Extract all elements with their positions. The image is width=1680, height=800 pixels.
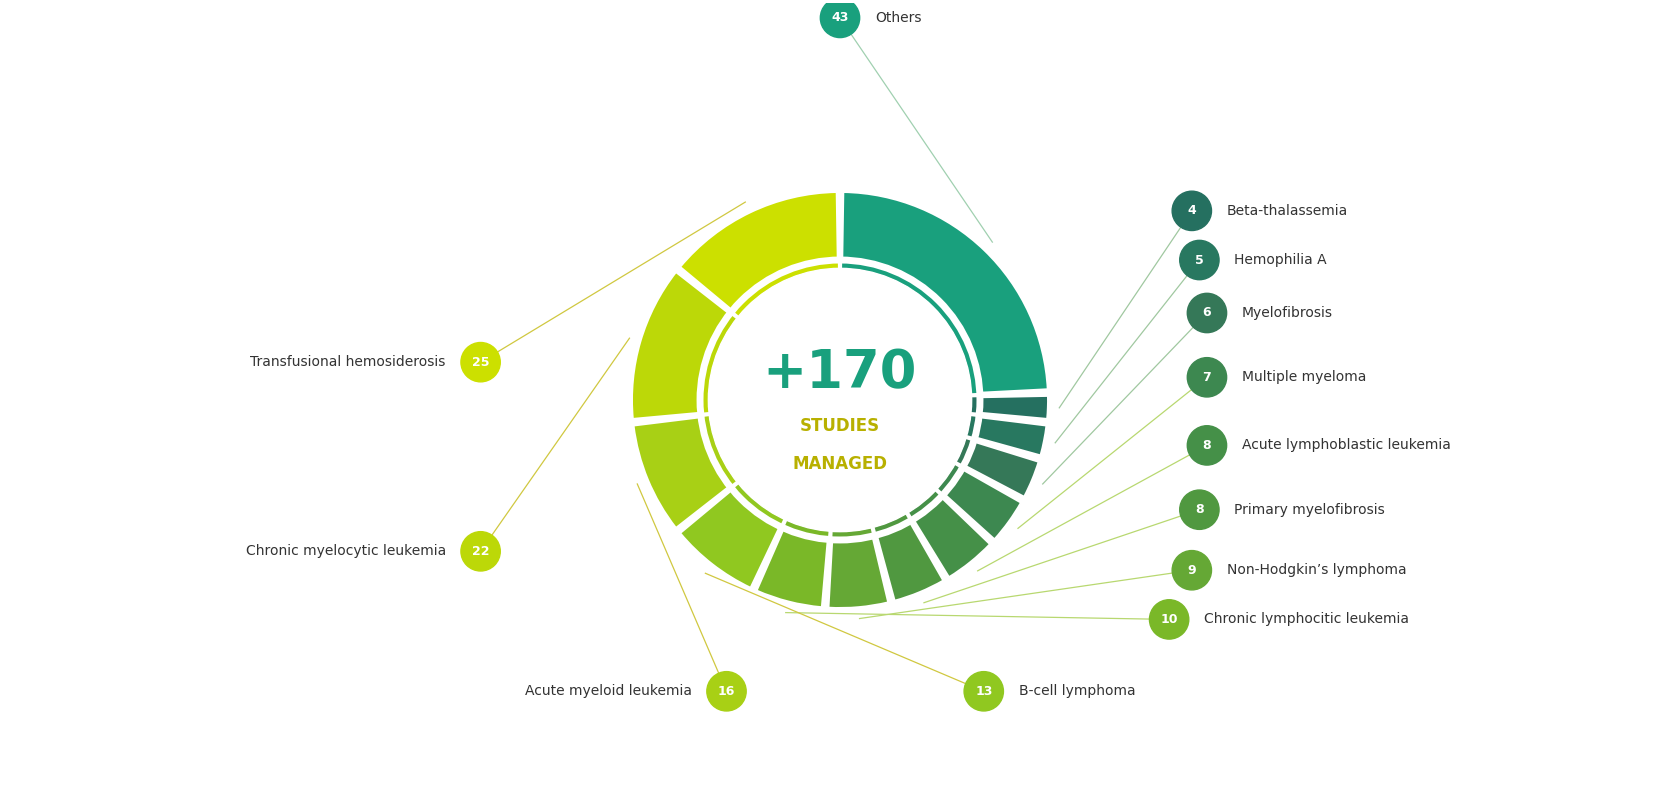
Text: Multiple myeloma: Multiple myeloma [1242, 370, 1366, 384]
Wedge shape [974, 417, 1047, 455]
Circle shape [709, 268, 971, 532]
Circle shape [460, 342, 501, 382]
Wedge shape [968, 416, 979, 438]
Text: Acute lymphoblastic leukemia: Acute lymphoblastic leukemia [1242, 438, 1450, 452]
Text: +170: +170 [763, 347, 917, 399]
Wedge shape [785, 521, 828, 539]
Circle shape [964, 672, 1003, 711]
Circle shape [1149, 600, 1189, 639]
Text: 22: 22 [472, 545, 489, 558]
Wedge shape [842, 260, 979, 394]
Wedge shape [633, 417, 729, 528]
Wedge shape [701, 416, 736, 486]
Circle shape [1179, 490, 1220, 530]
Wedge shape [680, 490, 780, 588]
Wedge shape [964, 442, 1038, 497]
Wedge shape [832, 528, 872, 540]
Wedge shape [842, 192, 1048, 393]
Text: Hemophilia A: Hemophilia A [1235, 253, 1327, 267]
Circle shape [820, 0, 860, 38]
Circle shape [1188, 426, 1226, 465]
Text: Primary myelofibrosis: Primary myelofibrosis [1235, 502, 1384, 517]
Text: 16: 16 [717, 685, 736, 698]
Text: 5: 5 [1194, 254, 1205, 266]
Text: Beta-thalassemia: Beta-thalassemia [1226, 204, 1347, 218]
Wedge shape [632, 272, 729, 419]
Text: Transfusional hemosiderosis: Transfusional hemosiderosis [250, 355, 445, 369]
Text: Chronic lymphocitic leukemia: Chronic lymphocitic leukemia [1205, 613, 1410, 626]
Circle shape [1173, 191, 1211, 230]
Text: 8: 8 [1194, 503, 1203, 516]
Text: 7: 7 [1203, 371, 1211, 384]
Wedge shape [756, 528, 828, 607]
Text: B-cell lymphoma: B-cell lymphoma [1018, 684, 1136, 698]
Wedge shape [828, 536, 889, 608]
Text: 8: 8 [1203, 439, 1211, 452]
Text: Others: Others [875, 11, 921, 25]
Text: 6: 6 [1203, 306, 1211, 319]
Wedge shape [877, 522, 944, 601]
Wedge shape [680, 192, 838, 310]
Wedge shape [732, 260, 838, 316]
Wedge shape [944, 469, 1021, 539]
Text: 9: 9 [1188, 564, 1196, 577]
Circle shape [1188, 358, 1226, 397]
Wedge shape [732, 484, 783, 526]
Text: 13: 13 [974, 685, 993, 698]
Circle shape [460, 532, 501, 571]
Wedge shape [937, 465, 961, 494]
Circle shape [1173, 550, 1211, 590]
Text: Acute myeloid leukemia: Acute myeloid leukemia [524, 684, 692, 698]
Wedge shape [979, 396, 1048, 419]
Text: 10: 10 [1161, 613, 1178, 626]
Text: STUDIES: STUDIES [800, 418, 880, 435]
Wedge shape [875, 514, 909, 535]
Circle shape [707, 672, 746, 711]
Wedge shape [956, 439, 974, 465]
Wedge shape [971, 398, 979, 413]
Text: 43: 43 [832, 11, 848, 25]
Wedge shape [909, 491, 941, 519]
Text: Chronic myelocytic leukemia: Chronic myelocytic leukemia [245, 544, 445, 558]
Wedge shape [914, 497, 990, 578]
Text: 4: 4 [1188, 204, 1196, 218]
Wedge shape [701, 314, 736, 413]
Text: 25: 25 [472, 356, 489, 369]
Circle shape [1188, 294, 1226, 333]
Circle shape [1179, 240, 1220, 280]
Text: MANAGED: MANAGED [793, 455, 887, 474]
Text: Myelofibrosis: Myelofibrosis [1242, 306, 1332, 320]
Text: Non-Hodgkin’s lymphoma: Non-Hodgkin’s lymphoma [1226, 563, 1406, 578]
